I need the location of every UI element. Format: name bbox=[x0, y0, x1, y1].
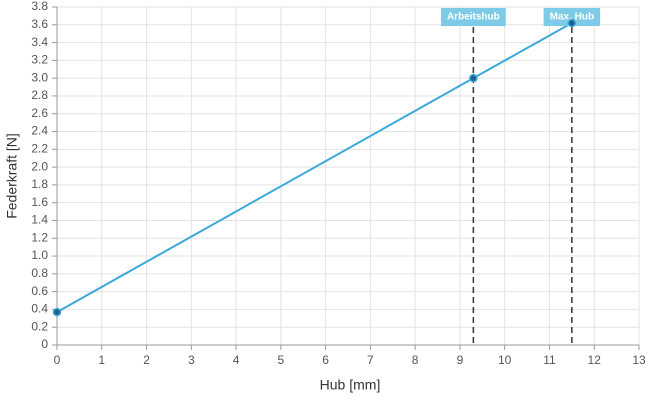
y-tick-label: 0.6 bbox=[31, 284, 48, 298]
x-tick-label: 1 bbox=[98, 353, 105, 367]
x-tick-label: 6 bbox=[322, 353, 329, 367]
annotation-box bbox=[543, 8, 601, 26]
x-tick-label: 10 bbox=[498, 353, 512, 367]
y-tick-label: 0.2 bbox=[31, 319, 48, 333]
y-tick-label: 1.6 bbox=[31, 195, 48, 209]
x-tick-label: 7 bbox=[367, 353, 374, 367]
data-point bbox=[567, 18, 577, 28]
y-tick-label: 2.8 bbox=[31, 88, 48, 102]
y-tick-label: 3.4 bbox=[31, 35, 48, 49]
y-tick-label: 3.6 bbox=[31, 17, 48, 31]
x-tick-label: 4 bbox=[233, 353, 240, 367]
y-tick-label: 1.8 bbox=[31, 177, 48, 191]
annotation-label: Arbeitshub bbox=[447, 12, 500, 23]
y-axis-title: Federkraft [N] bbox=[4, 133, 20, 219]
x-tick-label: 2 bbox=[143, 353, 150, 367]
y-tick-label: 1.4 bbox=[31, 213, 48, 227]
x-tick-label: 5 bbox=[278, 353, 285, 367]
x-tick-label: 0 bbox=[54, 353, 61, 367]
x-tick-label: 8 bbox=[412, 353, 419, 367]
y-tick-label: 3.2 bbox=[31, 53, 48, 67]
y-tick-label: 3.8 bbox=[31, 0, 48, 13]
data-point bbox=[469, 73, 478, 83]
y-tick-label: 1.2 bbox=[31, 230, 48, 244]
x-tick-label: 9 bbox=[457, 353, 464, 367]
data-point bbox=[52, 307, 62, 317]
y-tick-label: 0 bbox=[41, 337, 48, 351]
y-tick-label: 1.0 bbox=[31, 248, 48, 262]
y-tick-label: 0.4 bbox=[31, 302, 48, 316]
x-tick-label: 11 bbox=[543, 353, 556, 367]
x-tick-label: 3 bbox=[188, 353, 195, 367]
y-tick-label: 3.0 bbox=[31, 70, 48, 84]
x-axis-title: Hub [mm] bbox=[320, 377, 381, 393]
annotation-label: Max. Hub bbox=[550, 12, 594, 23]
y-tick-label: 2.2 bbox=[31, 141, 48, 155]
x-tick-label: 13 bbox=[632, 353, 646, 367]
x-tick-label: 12 bbox=[588, 353, 602, 367]
y-tick-label: 2.4 bbox=[31, 124, 48, 138]
y-tick-label: 0.8 bbox=[31, 266, 48, 280]
annotation-box bbox=[440, 8, 506, 26]
y-tick-label: 2.6 bbox=[31, 106, 48, 120]
y-tick-label: 2.0 bbox=[31, 159, 48, 173]
